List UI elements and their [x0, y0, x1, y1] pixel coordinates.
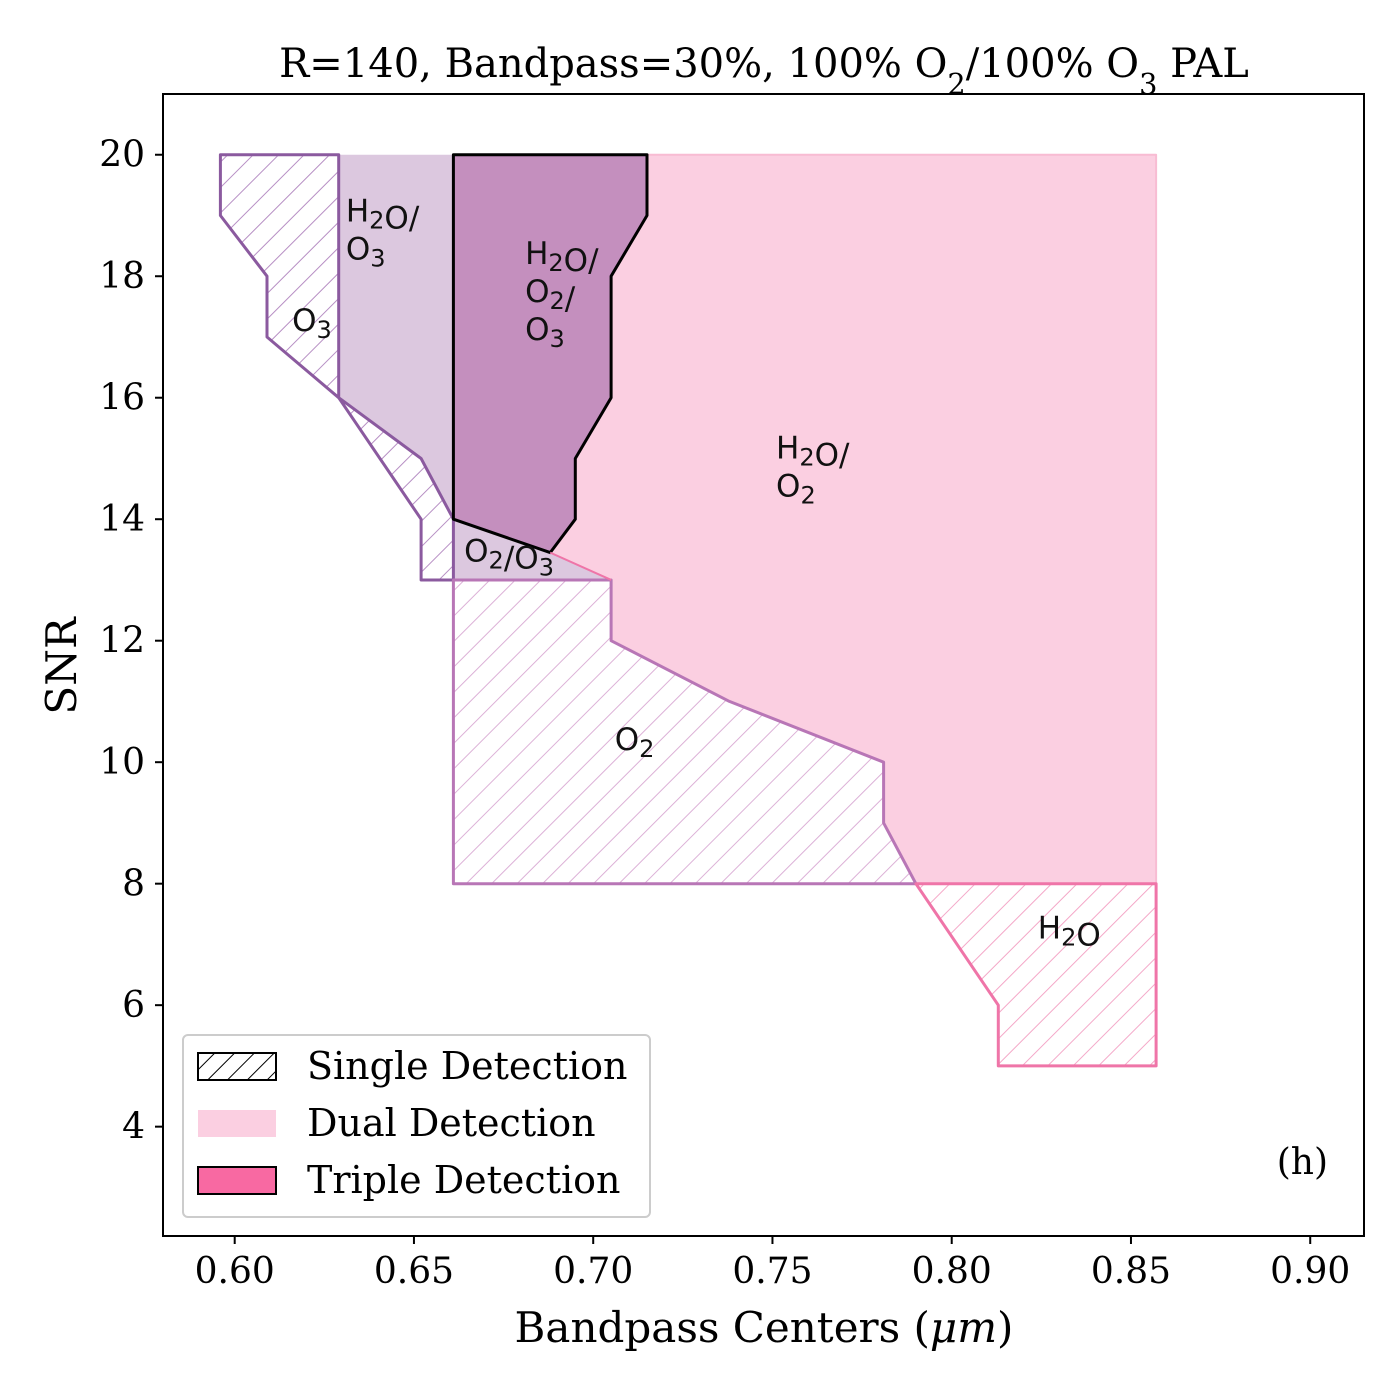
legend-label-single: Single Detection: [307, 1044, 627, 1088]
region-label: O2: [615, 722, 655, 763]
plot-frame: [162, 93, 1365, 1237]
y-axis-label: SNR: [37, 616, 86, 715]
x-axis-ticks: 0.60 0.65 0.70 0.75 0.80 0.85 0.90: [195, 1236, 1350, 1292]
region-edge-segment: [549, 551, 612, 581]
y-tick-label: 16: [99, 378, 145, 419]
region-single-o3: [218, 153, 455, 582]
region-label: H2O/O2: [776, 430, 850, 509]
region-dual-h2o-o3: [338, 154, 454, 520]
chart-title: R=140, Bandpass=30%, 100% O2/100% O3 PAL: [279, 41, 1249, 101]
x-tick-label: 0.85: [1091, 1251, 1171, 1292]
x-tick-label: 0.90: [1270, 1251, 1350, 1292]
x-axis-label: Bandpass Centers (μm): [515, 1303, 1014, 1352]
y-tick-label: 6: [122, 985, 145, 1026]
legend-swatch-dual: [198, 1110, 276, 1137]
y-tick-label: 20: [99, 135, 145, 176]
region-label: H2O/O2/O3: [525, 236, 599, 353]
panel-label: (h): [1277, 1142, 1328, 1183]
region-label: H2O: [1038, 910, 1101, 953]
detection-regions: [218, 153, 1158, 1068]
region-triple-h2o-o2-o3: [451, 153, 649, 555]
region-dual-o2-o3: [453, 519, 612, 580]
x-tick-label: 0.65: [374, 1251, 454, 1292]
y-tick-label: 4: [122, 1107, 145, 1148]
region-labels: H2O/O3 H2O/O2/O3 O3 H2O/O2 O2/O3 O2 H2O: [292, 194, 1101, 954]
region-label: H2O/O3: [346, 194, 420, 273]
region-single-o2: [451, 578, 918, 886]
x-tick-label: 0.75: [732, 1251, 812, 1292]
legend-label-triple: Triple Detection: [307, 1158, 620, 1202]
x-tick-label: 0.80: [912, 1251, 992, 1292]
region-label: O3: [292, 303, 332, 344]
region-label: O2/O3: [464, 534, 554, 582]
y-axis-ticks: 4 6 8 10 12 14 16 18 20: [99, 135, 163, 1148]
y-tick-label: 14: [99, 499, 145, 540]
y-tick-label: 18: [99, 256, 145, 297]
legend-swatch-single: [197, 1052, 277, 1081]
y-tick-label: 12: [99, 621, 145, 662]
legend-frame: [182, 1034, 651, 1218]
y-tick-label: 8: [122, 864, 145, 905]
x-tick-label: 0.70: [553, 1251, 633, 1292]
x-tick-label: 0.60: [195, 1251, 275, 1292]
y-tick-label: 10: [99, 742, 145, 783]
legend-label-dual: Dual Detection: [307, 1101, 596, 1145]
legend: Single Detection Dual Detection Triple D…: [182, 1034, 651, 1218]
region-single-h2o: [914, 882, 1158, 1068]
legend-swatch-triple: [197, 1166, 277, 1195]
